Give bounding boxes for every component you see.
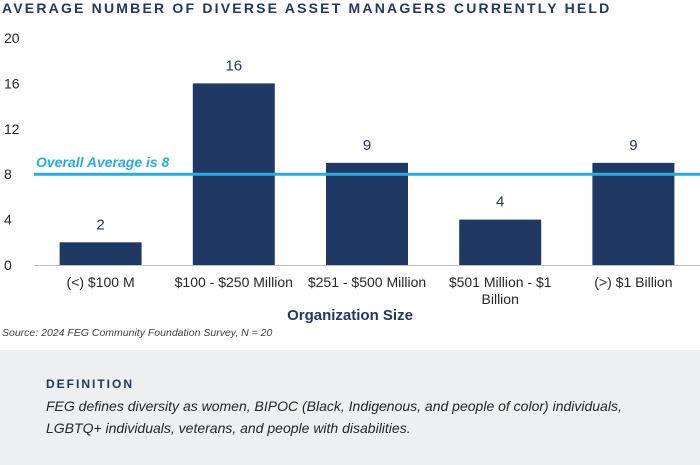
bar	[59, 242, 142, 265]
y-tick-label: 4	[4, 212, 12, 228]
average-reference-label: Overall Average is 8	[36, 154, 170, 170]
y-tick-label: 20	[4, 30, 20, 46]
bar	[326, 162, 408, 265]
data-label: 9	[363, 137, 371, 154]
source-note: Source: 2024 FEG Community Foundation Su…	[2, 327, 273, 339]
y-tick-label: 16	[4, 75, 20, 91]
data-label: 9	[629, 137, 637, 154]
chart-title: AVERAGE NUMBER OF DIVERSE ASSET MANAGERS…	[2, 0, 612, 16]
y-tick-label: 8	[4, 166, 12, 182]
bar	[459, 219, 542, 265]
category-label: $100 - $250 Million	[175, 274, 293, 290]
category-label: Billion	[482, 291, 519, 307]
bar	[592, 162, 675, 265]
category-label: $501 Million - $1	[449, 274, 552, 290]
category-label: (<) $100 M	[67, 274, 135, 290]
definition-box: DEFINITION FEG defines diversity as wome…	[0, 350, 700, 465]
data-label: 4	[496, 194, 504, 211]
bar-chart: 0 4 8 12 16 20 2 (<) $100 M 16 $100 - $250 Millio…	[4, 30, 700, 324]
definition-heading: DEFINITION	[46, 377, 134, 391]
definition-text: FEG defines diversity as women, BIPOC (B…	[46, 398, 622, 436]
data-label: 2	[96, 216, 104, 233]
y-tick-label: 0	[4, 257, 12, 273]
x-axis-title: Organization Size	[287, 307, 413, 324]
category-label: (>) $1 Billion	[594, 274, 672, 290]
category-label: $251 - $500 Million	[308, 274, 426, 290]
data-label: 16	[225, 57, 242, 74]
y-tick-label: 12	[4, 121, 20, 137]
